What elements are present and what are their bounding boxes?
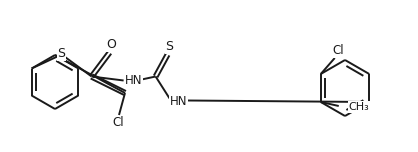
Text: HN: HN <box>170 95 187 108</box>
Text: CH₃: CH₃ <box>349 102 370 112</box>
Text: S: S <box>58 47 66 60</box>
Text: O: O <box>107 38 117 51</box>
Text: S: S <box>166 40 173 53</box>
Text: Cl: Cl <box>112 116 124 130</box>
Text: HN: HN <box>125 74 143 87</box>
Text: Cl: Cl <box>332 45 344 57</box>
